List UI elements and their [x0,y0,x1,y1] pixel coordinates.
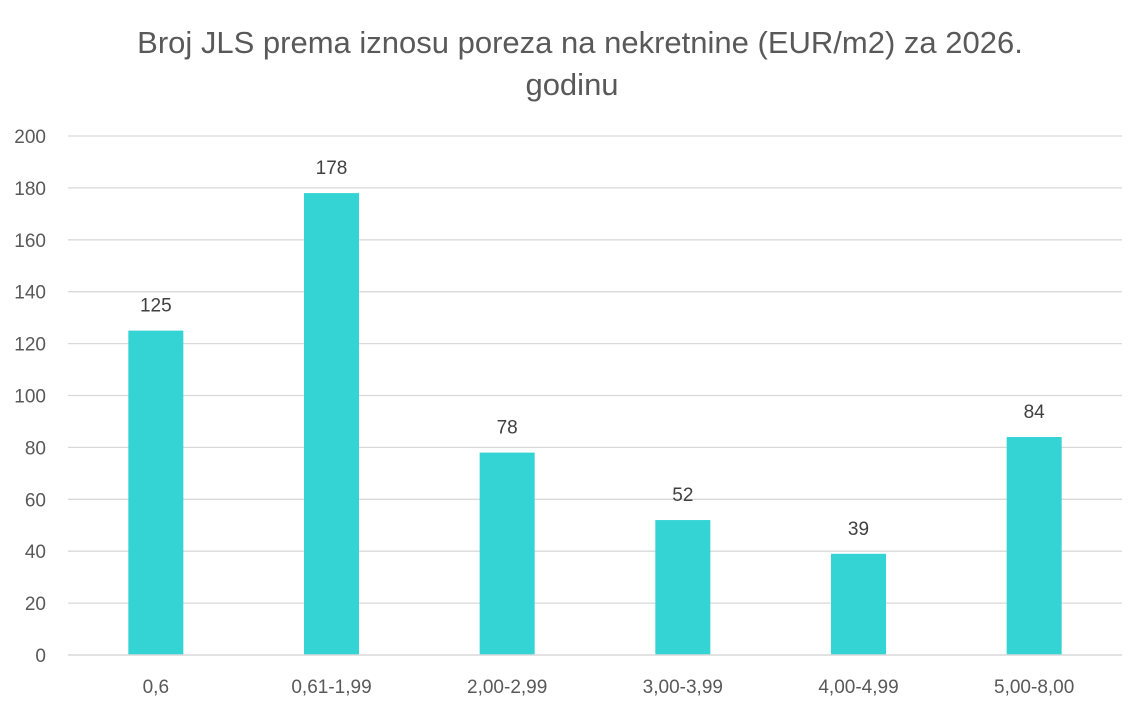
gridlines [68,135,1122,604]
x-tick-label: 0,6 [143,677,169,698]
bars [128,193,1062,655]
x-tick-label: 4,00-4,99 [818,677,898,698]
bar-4,00-4,99 [831,553,886,655]
y-tick-label: 120 [14,335,46,356]
y-tick-label: 80 [25,438,46,459]
x-tick-label: 3,00-3,99 [643,677,723,698]
data-label: 125 [140,296,172,317]
chart-title-line-2: godinu [525,67,618,102]
data-label: 78 [497,418,518,439]
bar-5,00-8,00 [1006,437,1062,655]
y-tick-label: 180 [14,179,46,200]
y-tick-label: 140 [14,283,46,304]
y-tick-label: 160 [14,231,46,252]
y-tick-label: 60 [25,490,46,511]
y-axis-tick-labels: 0 20 40 60 80 100 120 140 160 180 200 [14,127,46,667]
data-label: 178 [316,158,348,179]
data-label: 39 [848,519,869,540]
chart-title-line-1: Broj JLS prema iznosu poreza na nekretni… [137,25,1023,60]
bar-data-labels: 125 178 78 52 39 84 [140,158,1045,540]
bar-0,61-1,99 [304,193,359,655]
data-label: 52 [672,485,693,506]
x-tick-label: 2,00-2,99 [467,677,547,698]
bar-2,00-2,99 [479,452,535,655]
bar-0,6 [128,330,184,655]
y-tick-label: 40 [25,542,46,563]
x-tick-label: 0,61-1,99 [291,677,371,698]
x-tick-label: 5,00-8,00 [994,677,1074,698]
x-axis-tick-labels: 0,6 0,61-1,99 2,00-2,99 3,00-3,99 4,00-4,99 5… [143,677,1075,698]
y-tick-label: 200 [14,127,46,148]
data-label: 84 [1024,402,1046,423]
y-tick-label: 20 [25,594,46,615]
y-tick-label: 100 [14,387,46,408]
bar-3,00-3,99 [655,520,711,655]
y-tick-label: 0 [35,646,46,667]
